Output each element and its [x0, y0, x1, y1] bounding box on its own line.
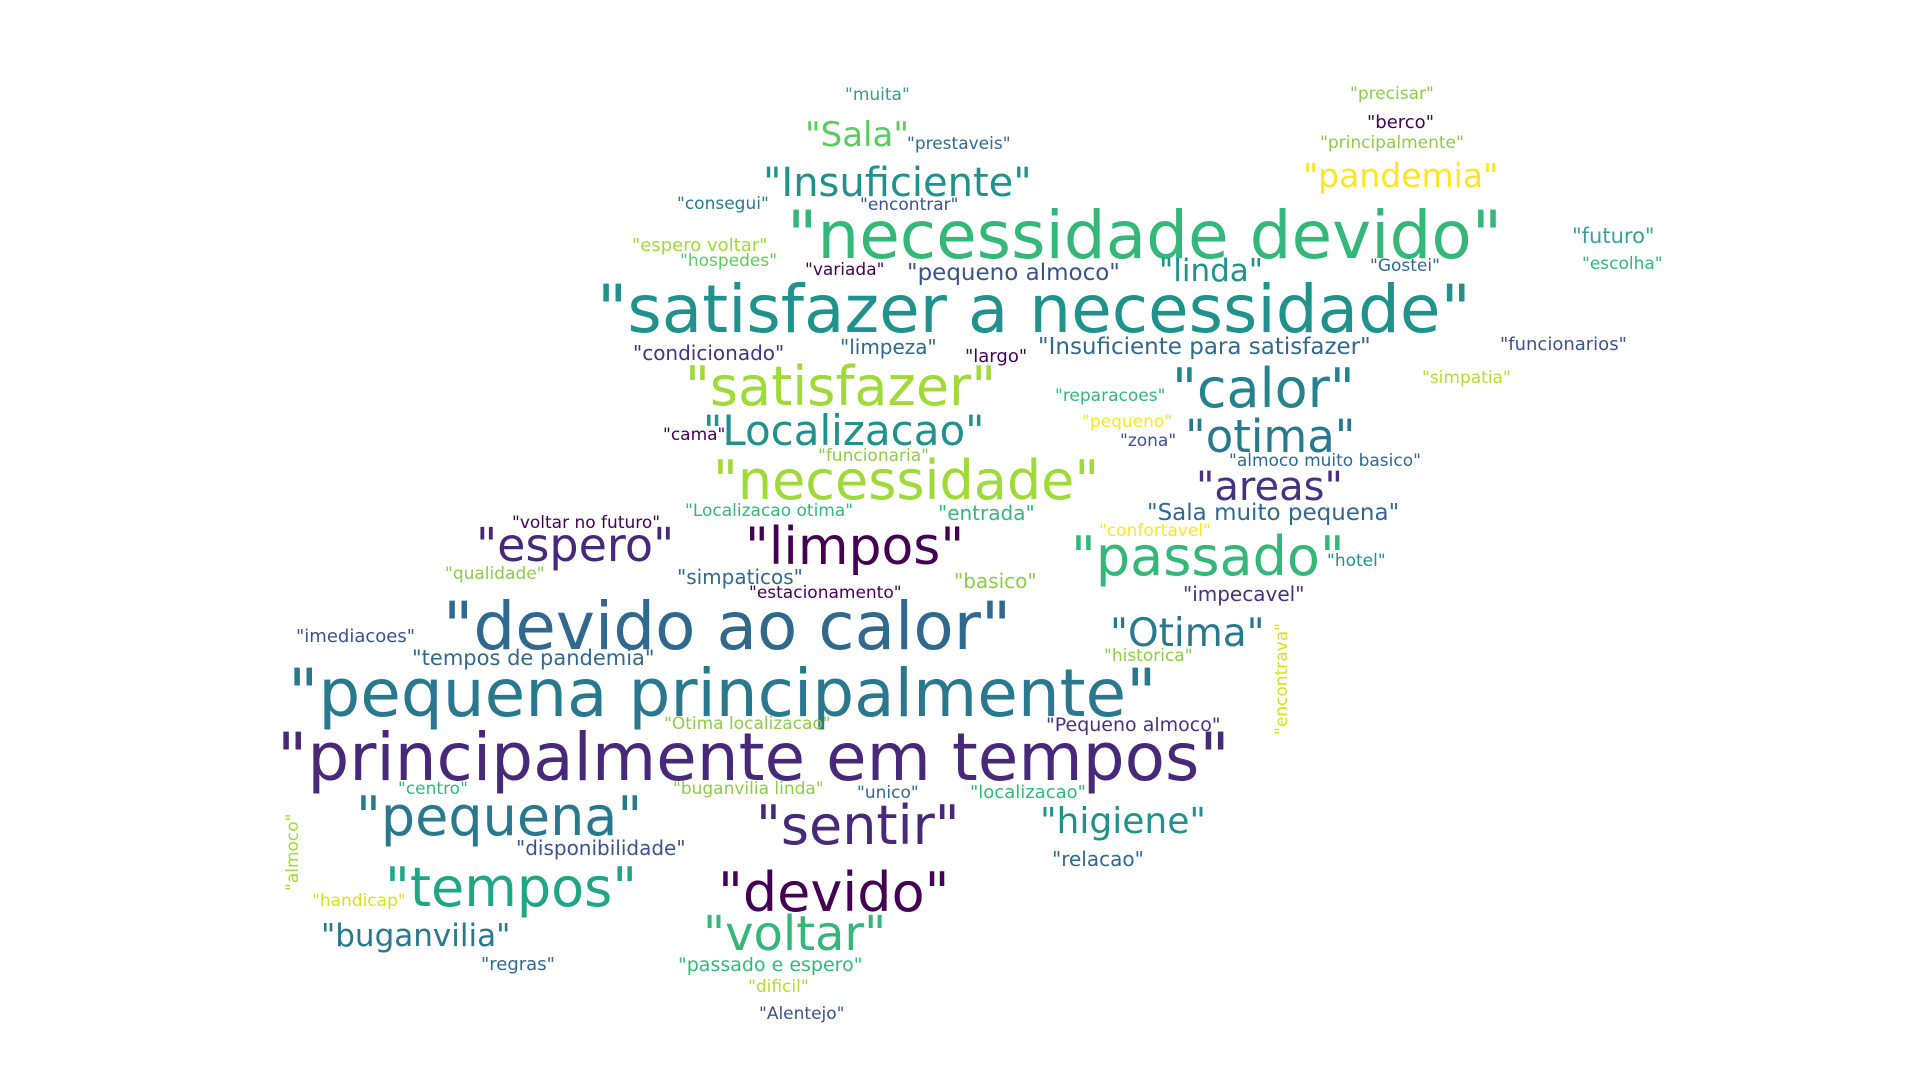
word-sentir: "sentir" [756, 794, 960, 857]
word-higiene: "higiene" [1040, 801, 1206, 842]
word-espero: "espero" [476, 518, 675, 572]
word-centro: "centro" [398, 779, 468, 799]
word-basico: "basico" [954, 569, 1037, 593]
word-escolha: "escolha" [1582, 254, 1663, 274]
word-necessidade-devido: "necessidade devido" [787, 197, 1503, 274]
word-futuro: "futuro" [1572, 224, 1655, 248]
word-calor: "calor" [1172, 357, 1355, 420]
word-espero-voltar: "espero voltar" [632, 235, 768, 256]
word-almoco-muito-basico: "almoco muito basico" [1229, 451, 1421, 471]
word-precisar: "precisar" [1350, 84, 1434, 104]
word-insuficiente-para-satisfazer: "Insuficiente para satisfazer" [1038, 334, 1371, 360]
word-simpaticos: "simpaticos" [677, 565, 803, 589]
word-impecavel: "impecavel" [1183, 582, 1305, 606]
word-limpos: "limpos" [745, 517, 965, 577]
word-qualidade: "qualidade" [445, 564, 545, 584]
word-passado: "passado" [1071, 525, 1345, 588]
word-tempos: "tempos" [385, 856, 638, 919]
word-limpeza: "limpeza" [840, 335, 937, 359]
word-pequeno: "pequeno" [1082, 412, 1173, 432]
word-cama: "cama" [663, 425, 726, 445]
word-devido-ao-calor: "devido ao calor" [443, 588, 1012, 665]
word-buganvilia: "buganvilia" [321, 918, 511, 954]
word-principalmente-em-tempos: "principalmente em tempos" [277, 719, 1230, 796]
word-simpatia: "simpatia" [1422, 368, 1511, 388]
word-otima-localizacao: "Otima localizacao" [664, 714, 831, 734]
word-localizacao: "localizacao" [970, 782, 1086, 803]
word-pandemia: "pandemia" [1303, 156, 1499, 195]
word-muita: "muita" [845, 85, 910, 105]
word-tempos-de-pandemia: "tempos de pandemia" [412, 646, 655, 670]
word-zona: "zona" [1120, 431, 1177, 451]
word-satisfazer-a-necessidade: "satisfazer a necessidade" [597, 271, 1471, 348]
word-historica: "historica" [1104, 646, 1193, 666]
word-buganvilia-linda: "buganvilia linda" [673, 779, 824, 799]
word-handicap: "handicap" [312, 891, 406, 911]
word-hospedes: "hospedes" [680, 251, 778, 271]
word-berco: "berco" [1367, 112, 1434, 133]
word-funcionaria: "funcionaria" [818, 446, 929, 466]
word-otima: "otima" [1185, 410, 1356, 463]
word-estacionamento: "estacionamento" [749, 583, 902, 603]
word-reparacoes: "reparacoes" [1055, 386, 1166, 406]
word-pequeno-almoco: "pequeno almoco" [907, 260, 1120, 286]
word-devido: "devido" [718, 861, 950, 924]
word-satisfazer: "satisfazer" [685, 355, 997, 418]
word-consegui: "consegui" [677, 194, 769, 214]
word-pequeno-almoco-cap: "Pequeno almoco" [1046, 714, 1221, 736]
word-largo: "largo" [965, 346, 1028, 367]
word-relacao: "relacao" [1052, 847, 1144, 871]
word-entrada: "entrada" [938, 501, 1035, 525]
word-voltar-no-futuro: "voltar no futuro" [512, 513, 661, 533]
word-disponibilidade: "disponibilidade" [516, 836, 686, 860]
word-encontrava: "encontrava" [1272, 623, 1292, 735]
word-condicionado: "condicionado" [633, 341, 785, 365]
word-dificil: "dificil" [748, 977, 809, 997]
word-localizacao-otima: "Localizacao otima" [685, 501, 854, 521]
word-insuficiente: "Insuficiente" [763, 160, 1032, 206]
word-hotel: "hotel" [1327, 551, 1386, 571]
word-sala: "Sala" [805, 115, 909, 155]
word-prestaveis: "prestaveis" [907, 134, 1011, 154]
word-otima-cap: "Otima" [1110, 611, 1265, 656]
word-pequena-principalmente: "pequena principalmente" [288, 655, 1157, 732]
word-passado-e-espero: "passado e espero" [678, 954, 863, 976]
word-variada: "variada" [805, 260, 885, 280]
word-imediacoes: "imediacoes" [296, 626, 415, 647]
word-confortavel: "confortavel" [1099, 521, 1211, 541]
word-encontrar: "encontrar" [860, 195, 959, 215]
word-gostei: "Gostei" [1370, 256, 1440, 276]
word-pequena: "pequena" [356, 785, 643, 848]
word-alentejo: "Alentejo" [759, 1004, 845, 1024]
word-linda: "linda" [1159, 253, 1264, 289]
word-voltar: "voltar" [703, 906, 887, 962]
word-necessidade: "necessidade" [713, 449, 1100, 512]
word-regras: "regras" [481, 954, 555, 975]
word-localizacao-cap: "Localizacao" [703, 406, 985, 455]
word-funcionarios: "funcionarios" [1500, 334, 1627, 355]
word-principalmente: "principalmente" [1320, 133, 1464, 153]
word-unico: "unico" [857, 783, 919, 803]
word-areas: "areas" [1196, 464, 1343, 510]
word-almoco: "almoco" [283, 813, 303, 892]
word-sala-muito-pequena: "Sala muito pequena" [1147, 500, 1400, 526]
